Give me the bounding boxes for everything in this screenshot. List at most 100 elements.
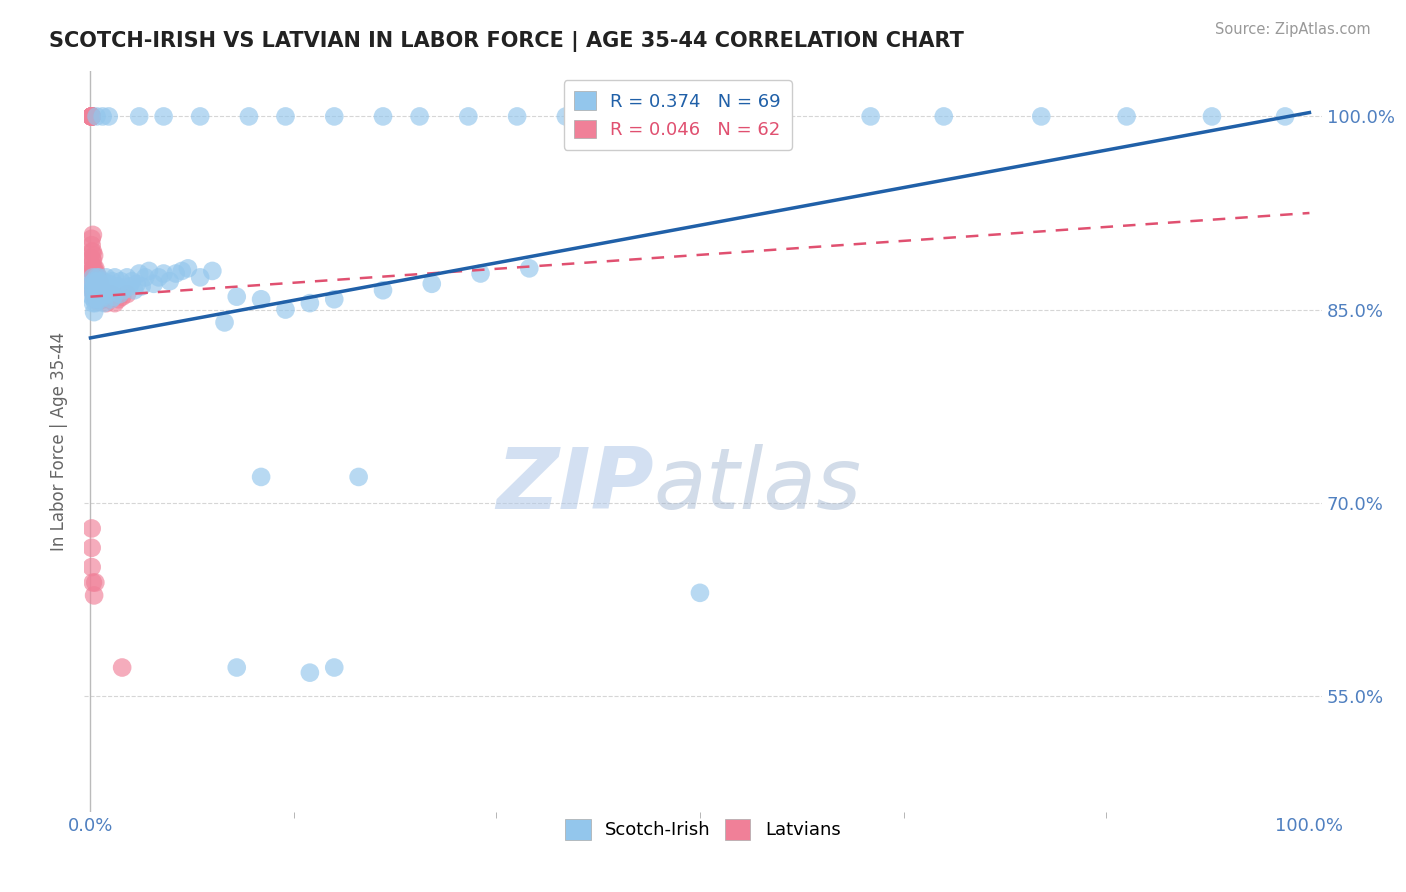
- Scotch-Irish: [97, 110, 120, 124]
- Scotch-Irish: [83, 274, 105, 288]
- Scotch-Irish: [134, 270, 156, 285]
- Scotch-Irish: [105, 279, 128, 293]
- Scotch-Irish: [170, 264, 193, 278]
- Scotch-Irish: [87, 274, 110, 288]
- Scotch-Irish: [108, 287, 131, 301]
- Latvians: [86, 279, 108, 293]
- Y-axis label: In Labor Force | Age 35-44: In Labor Force | Age 35-44: [51, 332, 69, 551]
- Latvians: [80, 251, 103, 265]
- Scotch-Irish: [250, 292, 273, 306]
- Latvians: [87, 283, 110, 297]
- Scotch-Irish: [93, 296, 115, 310]
- Scotch-Irish: [689, 586, 711, 600]
- Scotch-Irish: [298, 296, 321, 310]
- Scotch-Irish: [118, 279, 141, 293]
- Scotch-Irish: [225, 290, 247, 304]
- Scotch-Irish: [1274, 110, 1296, 124]
- Scotch-Irish: [470, 267, 492, 281]
- Latvians: [82, 575, 104, 590]
- Scotch-Irish: [323, 660, 346, 674]
- Scotch-Irish: [80, 277, 103, 291]
- Scotch-Irish: [152, 267, 174, 281]
- Latvians: [104, 296, 127, 310]
- Scotch-Irish: [89, 277, 111, 291]
- Scotch-Irish: [121, 274, 143, 288]
- Latvians: [87, 294, 110, 309]
- Latvians: [83, 279, 105, 293]
- Scotch-Irish: [90, 283, 112, 297]
- Scotch-Irish: [371, 110, 394, 124]
- Scotch-Irish: [201, 264, 224, 278]
- Latvians: [80, 264, 103, 278]
- Scotch-Irish: [83, 292, 105, 306]
- Scotch-Irish: [86, 110, 108, 124]
- Latvians: [107, 292, 129, 306]
- Scotch-Irish: [371, 283, 394, 297]
- Latvians: [80, 560, 103, 574]
- Scotch-Irish: [131, 279, 153, 293]
- Scotch-Irish: [640, 110, 662, 124]
- Latvians: [87, 274, 110, 288]
- Scotch-Irish: [554, 110, 576, 124]
- Scotch-Irish: [347, 470, 370, 484]
- Scotch-Irish: [112, 283, 135, 297]
- Scotch-Irish: [142, 277, 165, 291]
- Latvians: [84, 287, 107, 301]
- Scotch-Irish: [128, 110, 150, 124]
- Scotch-Irish: [128, 267, 150, 281]
- Scotch-Irish: [238, 110, 260, 124]
- Scotch-Irish: [457, 110, 479, 124]
- Latvians: [97, 292, 120, 306]
- Scotch-Irish: [86, 270, 108, 285]
- Latvians: [80, 232, 103, 246]
- Scotch-Irish: [1031, 110, 1053, 124]
- Latvians: [82, 261, 104, 276]
- Legend: Scotch-Irish, Latvians: Scotch-Irish, Latvians: [558, 812, 848, 847]
- Latvians: [84, 261, 107, 276]
- Scotch-Irish: [1201, 110, 1223, 124]
- Latvians: [83, 261, 105, 276]
- Latvians: [80, 110, 103, 124]
- Latvians: [80, 110, 103, 124]
- Latvians: [86, 267, 108, 281]
- Scotch-Irish: [159, 274, 181, 288]
- Latvians: [80, 110, 103, 124]
- Latvians: [82, 253, 104, 268]
- Scotch-Irish: [103, 290, 125, 304]
- Latvians: [83, 588, 105, 602]
- Latvians: [80, 110, 103, 124]
- Scotch-Irish: [591, 110, 613, 124]
- Scotch-Irish: [96, 270, 118, 285]
- Latvians: [111, 660, 134, 674]
- Latvians: [89, 277, 111, 291]
- Latvians: [80, 110, 103, 124]
- Scotch-Irish: [506, 110, 529, 124]
- Latvians: [83, 270, 105, 285]
- Scotch-Irish: [82, 279, 104, 293]
- Latvians: [80, 238, 103, 252]
- Scotch-Irish: [98, 283, 121, 297]
- Scotch-Irish: [94, 279, 117, 293]
- Latvians: [82, 274, 104, 288]
- Scotch-Irish: [323, 292, 346, 306]
- Latvians: [91, 283, 114, 297]
- Text: ZIP: ZIP: [496, 444, 654, 527]
- Latvians: [86, 292, 108, 306]
- Scotch-Irish: [110, 274, 132, 288]
- Text: atlas: atlas: [654, 444, 862, 527]
- Scotch-Irish: [89, 292, 111, 306]
- Scotch-Irish: [87, 287, 110, 301]
- Scotch-Irish: [250, 470, 273, 484]
- Scotch-Irish: [517, 261, 540, 276]
- Scotch-Irish: [115, 270, 138, 285]
- Latvians: [80, 258, 103, 272]
- Text: Source: ZipAtlas.com: Source: ZipAtlas.com: [1215, 22, 1371, 37]
- Scotch-Irish: [91, 274, 114, 288]
- Latvians: [80, 110, 103, 124]
- Scotch-Irish: [82, 296, 104, 310]
- Latvians: [89, 292, 111, 306]
- Latvians: [82, 267, 104, 281]
- Scotch-Irish: [420, 277, 443, 291]
- Latvians: [93, 292, 115, 306]
- Scotch-Irish: [104, 270, 127, 285]
